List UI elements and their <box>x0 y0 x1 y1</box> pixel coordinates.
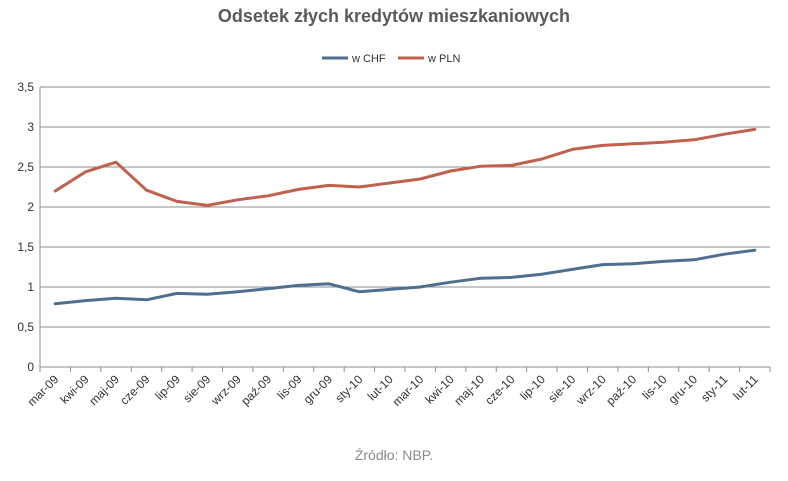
x-tick-label: mar-10 <box>390 372 427 409</box>
chart-title: Odsetek złych kredytów mieszkaniowych <box>217 6 571 26</box>
x-tick-label: lip-09 <box>152 372 183 403</box>
x-tick-label: paź-10 <box>603 372 639 408</box>
source-note: Źródło: NBP. <box>354 447 434 463</box>
x-tick-label: lip-10 <box>517 372 548 403</box>
x-tick-label: lis-10 <box>639 372 669 402</box>
y-tick-label: 3,5 <box>17 80 34 94</box>
x-tick-label: sty-11 <box>698 372 731 405</box>
y-tick-label: 1 <box>27 280 34 294</box>
x-tick-label: paź-09 <box>238 372 274 408</box>
x-tick-label: maj-10 <box>451 372 487 408</box>
x-tick-label: sty-10 <box>332 372 365 405</box>
axes <box>39 87 770 368</box>
y-tick-label: 0,5 <box>17 320 34 334</box>
y-axis-ticks: 0 0,5 1 1,5 2 2,5 3 3,5 <box>17 80 34 374</box>
grid-lines <box>40 86 770 328</box>
x-tick-label: cze-10 <box>482 372 518 408</box>
x-tick-label: gru-09 <box>301 372 336 407</box>
x-tick-label: lis-09 <box>274 372 304 402</box>
x-tick-label: gru-10 <box>666 372 701 407</box>
legend: w CHF w PLN <box>322 53 460 65</box>
x-tick-label: sie-10 <box>545 372 578 405</box>
x-tick-label: wrz-09 <box>208 372 244 408</box>
x-tick-label: mar-09 <box>25 372 62 409</box>
y-tick-label: 1,5 <box>17 240 34 254</box>
legend-item: w PLN <box>398 53 460 65</box>
series-line-pln <box>53 127 757 207</box>
y-tick-label: 0 <box>27 360 34 374</box>
x-tick-label: sie-09 <box>180 372 213 405</box>
legend-item: w CHF <box>322 53 386 65</box>
x-tick-label: cze-09 <box>117 372 153 408</box>
series-lines <box>53 127 757 306</box>
x-tick-label: lut-11 <box>730 372 761 403</box>
legend-label: w CHF <box>351 53 386 65</box>
y-tick-label: 2 <box>27 200 34 214</box>
y-tick-label: 2,5 <box>17 160 34 174</box>
y-tick-label: 3 <box>27 120 34 134</box>
x-tick-label: kwi-09 <box>57 372 92 407</box>
x-tick-label: kwi-10 <box>422 372 457 407</box>
x-tick-label: wrz-10 <box>573 372 609 408</box>
x-tick-label: maj-09 <box>86 372 122 408</box>
legend-label: w PLN <box>427 53 460 65</box>
series-line-chf <box>53 248 757 306</box>
